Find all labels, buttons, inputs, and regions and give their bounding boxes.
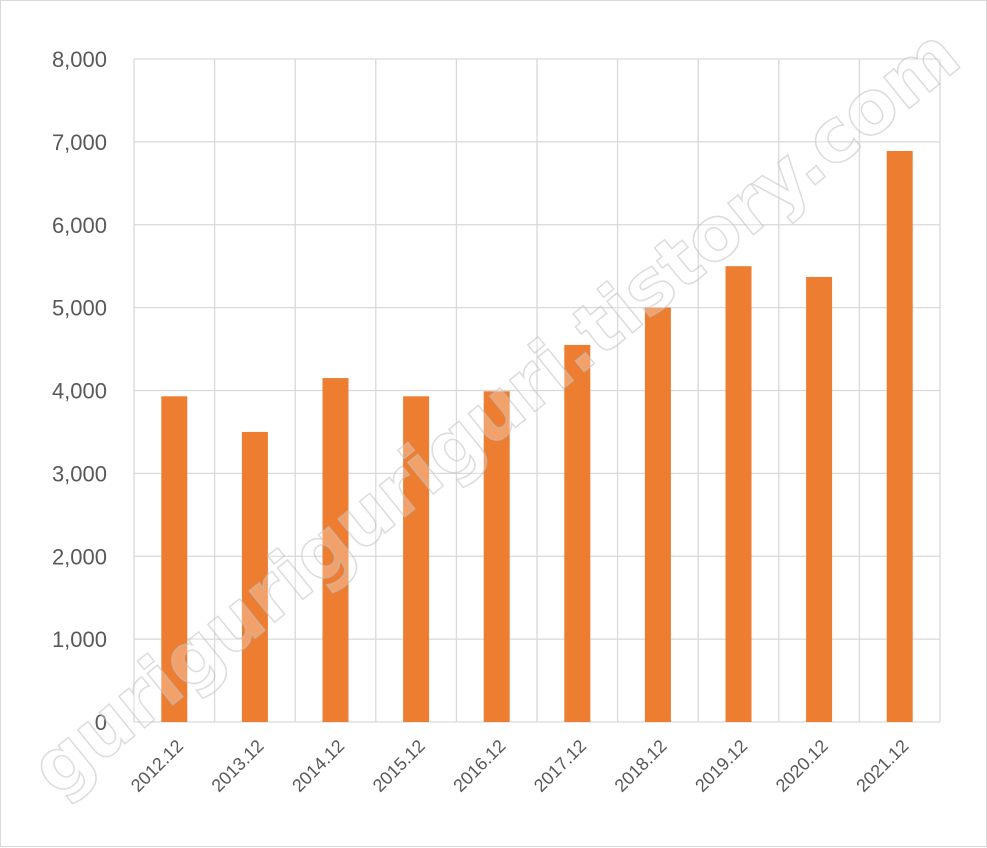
bar [241,431,268,722]
y-tick-label: 8,000 [52,47,107,72]
y-tick-label: 3,000 [52,461,107,486]
gridlines [133,58,941,723]
bar [161,396,188,722]
y-tick-label: 2,000 [52,544,107,569]
y-tick-label: 1,000 [52,627,107,652]
bar [403,396,430,722]
y-tick-label: 7,000 [52,130,107,155]
bar [886,150,913,722]
x-axis-ticks: 2012.12 2013.12 2014.12 2015.12 2016.12 2017.… [127,736,913,796]
bars [161,150,913,722]
x-tick-label: 2017.12 [530,736,590,796]
y-tick-label: 4,000 [52,379,107,404]
bar [806,276,833,722]
y-axis-ticks: 0 1,000 2,000 3,000 4,000 5,000 6,000 7,000 8,00… [52,47,107,735]
bar [322,378,349,722]
bar [483,391,510,722]
y-tick-label: 0 [95,710,107,735]
x-tick-label: 2021.12 [852,736,912,796]
x-tick-label: 2018.12 [611,736,671,796]
bar [564,344,591,722]
x-tick-label: 2019.12 [691,736,751,796]
x-tick-label: 2020.12 [772,736,832,796]
x-tick-label: 2015.12 [369,736,429,796]
y-tick-label: 5,000 [52,296,107,321]
y-tick-label: 6,000 [52,213,107,238]
bar [644,307,671,722]
x-tick-label: 2013.12 [208,736,268,796]
x-tick-label: 2016.12 [449,736,509,796]
bar [725,266,752,722]
x-tick-label: 2014.12 [288,736,348,796]
